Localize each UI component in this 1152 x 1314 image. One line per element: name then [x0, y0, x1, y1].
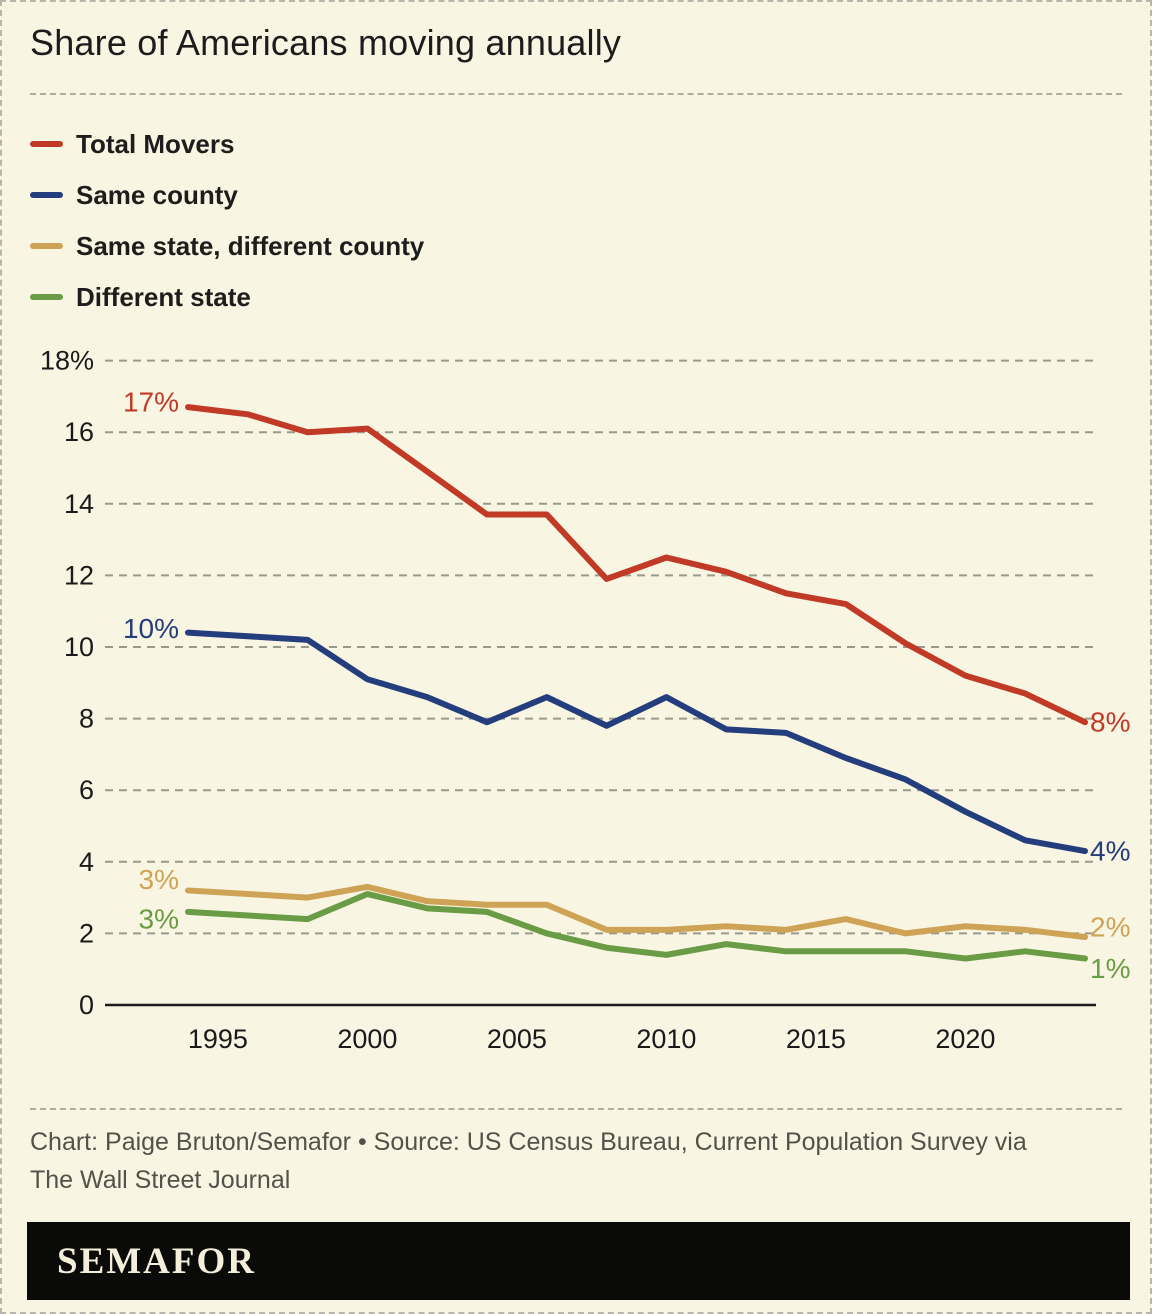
- legend-label-total-movers: Total Movers: [76, 128, 235, 159]
- x-tick-label-1995: 1995: [188, 1024, 248, 1054]
- y-tick-label-16: 16: [64, 417, 94, 447]
- legend-label-same-state-different-county: Same state, different county: [76, 230, 425, 261]
- legend-item-different-state: Different state: [30, 271, 424, 322]
- series-line-total-movers: [185, 404, 1088, 726]
- y-tick-label-4: 4: [79, 847, 94, 877]
- x-tick-label-2000: 2000: [337, 1024, 397, 1054]
- x-tick-label-2005: 2005: [487, 1024, 547, 1054]
- legend-swatch-different-state: [30, 293, 63, 300]
- legend-label-same-county: Same county: [76, 179, 238, 210]
- series-start-label-different-state: 3%: [139, 903, 179, 934]
- legend-item-same-county: Same county: [30, 169, 424, 220]
- series-end-label-same-county: 4%: [1090, 836, 1130, 867]
- y-tick-label-10: 10: [64, 632, 94, 662]
- series-line-different-state: [185, 891, 1088, 962]
- legend: Total Movers Same county Same state, diffe…: [30, 118, 424, 322]
- series-end-label-different-state: 1%: [1090, 953, 1130, 984]
- series-line-same-county: [185, 629, 1088, 855]
- y-tick-label-2: 2: [79, 918, 94, 948]
- semafor-logo-bar: SEMAFOR: [27, 1222, 1130, 1300]
- legend-label-different-state: Different state: [76, 281, 251, 312]
- legend-item-total-movers: Total Movers: [30, 118, 424, 169]
- series-start-label-same-county: 10%: [123, 613, 179, 644]
- y-tick-label-6: 6: [79, 775, 94, 805]
- legend-item-same-state-different-county: Same state, different county: [30, 220, 424, 271]
- y-tick-label-8: 8: [79, 704, 94, 734]
- series-start-label-total-movers: 17%: [123, 387, 179, 418]
- footer-divider: [30, 1108, 1122, 1110]
- page-title: Share of Americans moving annually: [30, 22, 622, 63]
- title-divider: [30, 93, 1122, 95]
- semafor-logo: SEMAFOR: [57, 1240, 256, 1282]
- y-tick-label-14: 14: [64, 489, 94, 519]
- y-tick-label-12: 12: [64, 560, 94, 590]
- series-start-label-same-state-different-county: 3%: [139, 864, 179, 895]
- y-tick-label-18: 18%: [40, 346, 94, 376]
- legend-swatch-same-state-different-county: [30, 242, 63, 249]
- legend-swatch-total-movers: [30, 140, 63, 147]
- chart-credit-line-1: Chart: Paige Bruton/Semafor • Source: US…: [30, 1128, 1027, 1156]
- series-end-label-same-state-different-county: 2%: [1090, 911, 1130, 942]
- chart-credit: Chart: Paige Bruton/Semafor • Source: US…: [30, 1124, 1140, 1199]
- legend-swatch-same-county: [30, 191, 63, 198]
- x-tick-label-2020: 2020: [935, 1024, 995, 1054]
- series-line-same-state-different-county: [185, 883, 1088, 940]
- y-tick-label-0: 0: [79, 990, 94, 1020]
- x-tick-label-2010: 2010: [636, 1024, 696, 1054]
- series-end-label-total-movers: 8%: [1090, 707, 1130, 738]
- x-tick-label-2015: 2015: [786, 1024, 846, 1054]
- chart-credit-line-2: The Wall Street Journal: [30, 1165, 291, 1194]
